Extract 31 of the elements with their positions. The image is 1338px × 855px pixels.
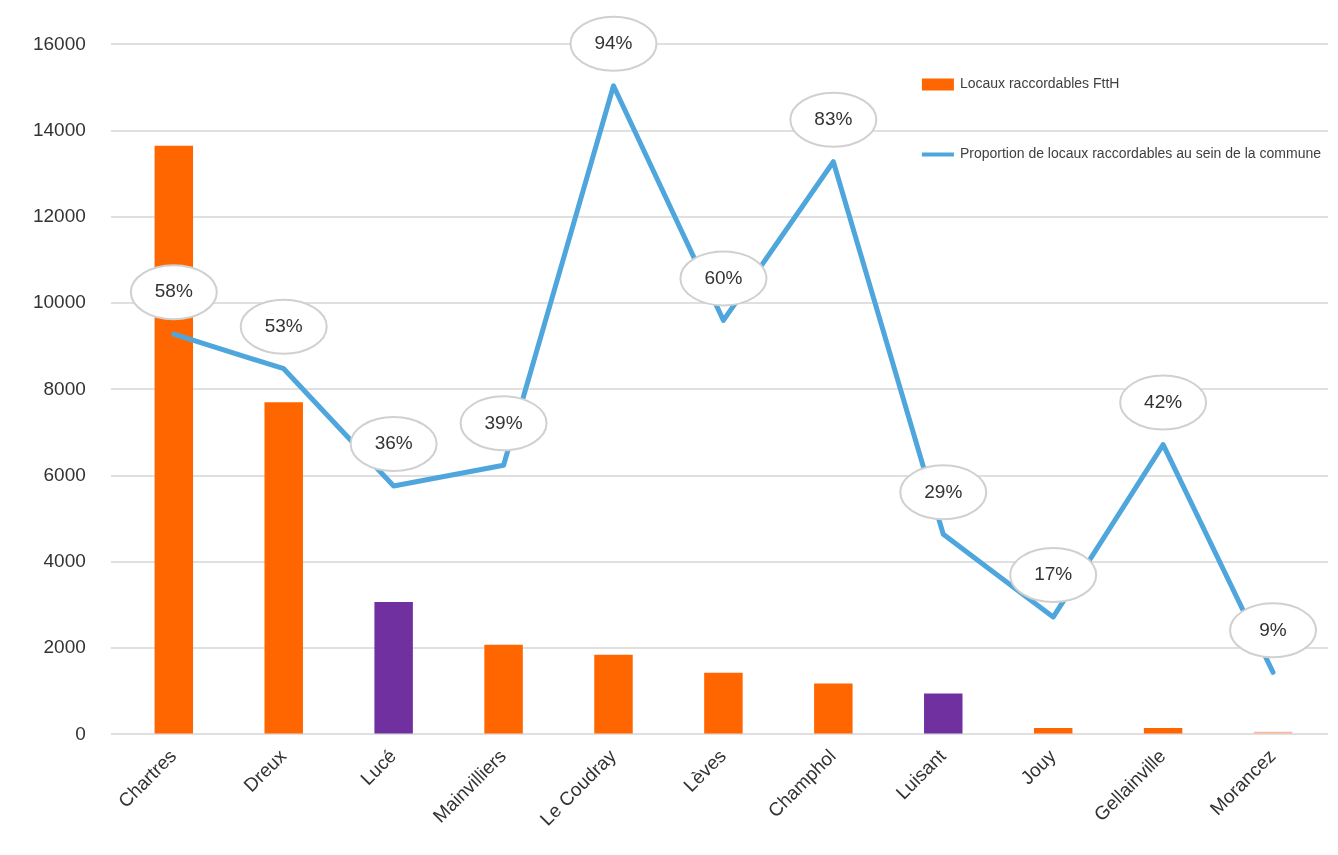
data-label: 53%	[264, 314, 303, 336]
bar	[484, 644, 523, 734]
y-tick-label: 8000	[43, 377, 86, 399]
data-label: 39%	[484, 411, 523, 433]
y-tick-label: 10000	[32, 291, 86, 313]
bar	[1143, 727, 1183, 734]
legend-label: Proportion de locaux raccordables au sein de la commune	[959, 145, 1322, 162]
data-label: 83%	[814, 107, 853, 129]
bar	[924, 693, 963, 734]
y-tick-label: 16000	[32, 32, 86, 54]
y-tick-label: 0	[75, 722, 86, 744]
bar	[814, 683, 853, 734]
y-tick-label: 4000	[43, 550, 86, 572]
y-tick-label: 6000	[43, 463, 86, 485]
data-label: 60%	[704, 266, 743, 288]
legend-label: Locaux raccordables FttH	[959, 75, 1120, 92]
bar	[374, 602, 413, 734]
data-label: 29%	[924, 480, 963, 502]
bar	[594, 654, 633, 734]
data-label: 9%	[1259, 618, 1287, 640]
data-label: 58%	[154, 280, 193, 302]
bar	[264, 402, 303, 734]
bar	[1033, 727, 1073, 734]
bar	[704, 672, 743, 734]
data-label: 42%	[1144, 390, 1183, 412]
y-tick-label: 14000	[32, 118, 86, 140]
y-tick-label: 12000	[32, 205, 86, 227]
data-label: 94%	[594, 32, 633, 54]
y-tick-label: 2000	[43, 636, 86, 658]
data-label: 17%	[1034, 563, 1073, 585]
data-label: 36%	[374, 432, 413, 454]
